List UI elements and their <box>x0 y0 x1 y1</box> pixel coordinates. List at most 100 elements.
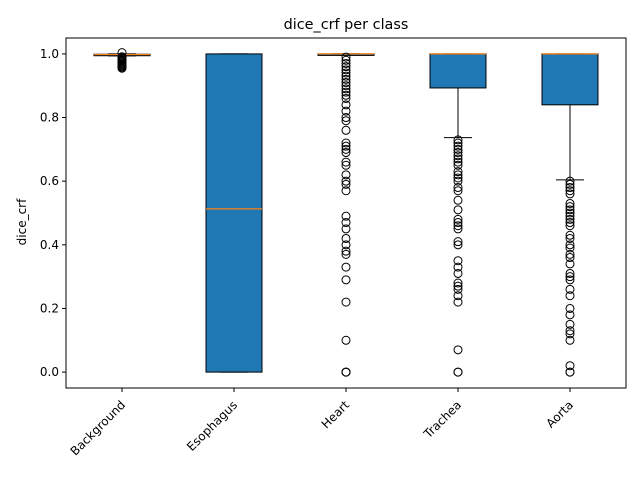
box-iqr <box>429 53 487 89</box>
outlier-point <box>565 176 575 186</box>
outlier-point <box>341 68 351 78</box>
outlier-point <box>341 367 351 377</box>
outlier-point <box>453 205 463 215</box>
outlier-point <box>453 291 463 301</box>
outlier-point <box>453 173 463 183</box>
outlier-point <box>565 367 575 377</box>
outlier-point <box>565 329 575 339</box>
outlier-point <box>341 262 351 272</box>
outlier-point <box>341 224 351 234</box>
outlier-point <box>453 141 463 151</box>
outlier-point <box>453 160 463 170</box>
outlier-point <box>341 157 351 167</box>
outlier-point <box>565 202 575 212</box>
box-iqr <box>541 53 599 106</box>
outlier-point <box>565 326 575 336</box>
outlier-point <box>453 157 463 167</box>
outlier-point <box>565 253 575 263</box>
outlier-point <box>453 183 463 193</box>
outlier-point <box>341 211 351 221</box>
outlier-point <box>341 87 351 97</box>
outlier-point <box>453 281 463 291</box>
outlier-point <box>565 198 575 208</box>
outlier-point <box>453 195 463 205</box>
outlier-point <box>341 100 351 110</box>
outlier-point <box>453 224 463 234</box>
outlier-point <box>453 268 463 278</box>
outlier-point <box>341 58 351 68</box>
outlier-point <box>341 246 351 256</box>
outlier-point <box>453 256 463 266</box>
outlier-point <box>341 297 351 307</box>
outlier-point <box>453 240 463 250</box>
outlier-point <box>341 81 351 91</box>
outlier-point <box>341 55 351 65</box>
outlier-point <box>565 272 575 282</box>
outlier-point <box>453 221 463 231</box>
outlier-point <box>341 144 351 154</box>
outlier-point <box>341 233 351 243</box>
outlier-point <box>341 125 351 135</box>
outlier-point <box>565 284 575 294</box>
outlier-point <box>341 84 351 94</box>
outlier-point <box>565 186 575 196</box>
outlier-point <box>453 170 463 180</box>
outlier-point <box>117 48 127 58</box>
outlier-point <box>341 93 351 103</box>
y-tick-label: 1.0 <box>40 47 59 61</box>
outlier-point <box>341 62 351 72</box>
outlier-point <box>565 243 575 253</box>
outlier-point <box>453 148 463 158</box>
outlier-point <box>341 218 351 228</box>
outlier-point <box>453 345 463 355</box>
outlier-point <box>565 218 575 228</box>
outlier-point <box>117 52 127 62</box>
outlier-point <box>341 240 351 250</box>
outlier-point <box>565 240 575 250</box>
outlier-point <box>565 268 575 278</box>
outlier-point <box>453 278 463 288</box>
outlier-point <box>341 78 351 88</box>
outlier-point <box>565 208 575 218</box>
chart-title: dice_crf per class <box>284 17 409 33</box>
outlier-point <box>565 291 575 301</box>
outlier-point <box>341 113 351 123</box>
outlier-point <box>341 335 351 345</box>
outlier-point <box>453 262 463 272</box>
outlier-point <box>453 297 463 307</box>
outlier-point <box>565 310 575 320</box>
outlier-point <box>565 361 575 371</box>
outlier-point <box>341 176 351 186</box>
y-tick-label: 0.2 <box>40 301 59 315</box>
outlier-point <box>565 319 575 329</box>
outlier-point <box>565 275 575 285</box>
outlier-point <box>341 116 351 126</box>
outlier-point <box>341 141 351 151</box>
outlier-point <box>341 65 351 75</box>
outlier-point <box>453 218 463 228</box>
outlier-point <box>341 52 351 62</box>
outlier-point <box>565 211 575 221</box>
outlier-point <box>341 138 351 148</box>
outlier-point <box>565 189 575 199</box>
outlier-point <box>453 167 463 177</box>
outlier-point <box>565 230 575 240</box>
outlier-point <box>453 151 463 161</box>
outlier-point <box>341 275 351 285</box>
outlier-point <box>453 186 463 196</box>
outlier-point <box>565 335 575 345</box>
outlier-point <box>453 367 463 377</box>
outlier-point <box>565 183 575 193</box>
outlier-point <box>341 186 351 196</box>
outlier-point <box>453 176 463 186</box>
y-tick-label: 0.0 <box>40 365 59 379</box>
outlier-point <box>341 90 351 100</box>
outlier-point <box>341 179 351 189</box>
outlier-point <box>341 249 351 259</box>
y-axis-label: dice_crf <box>15 198 29 245</box>
y-tick-label: 0.6 <box>40 174 59 188</box>
outlier-point <box>565 179 575 189</box>
outlier-point <box>341 71 351 81</box>
outlier-point <box>453 214 463 224</box>
